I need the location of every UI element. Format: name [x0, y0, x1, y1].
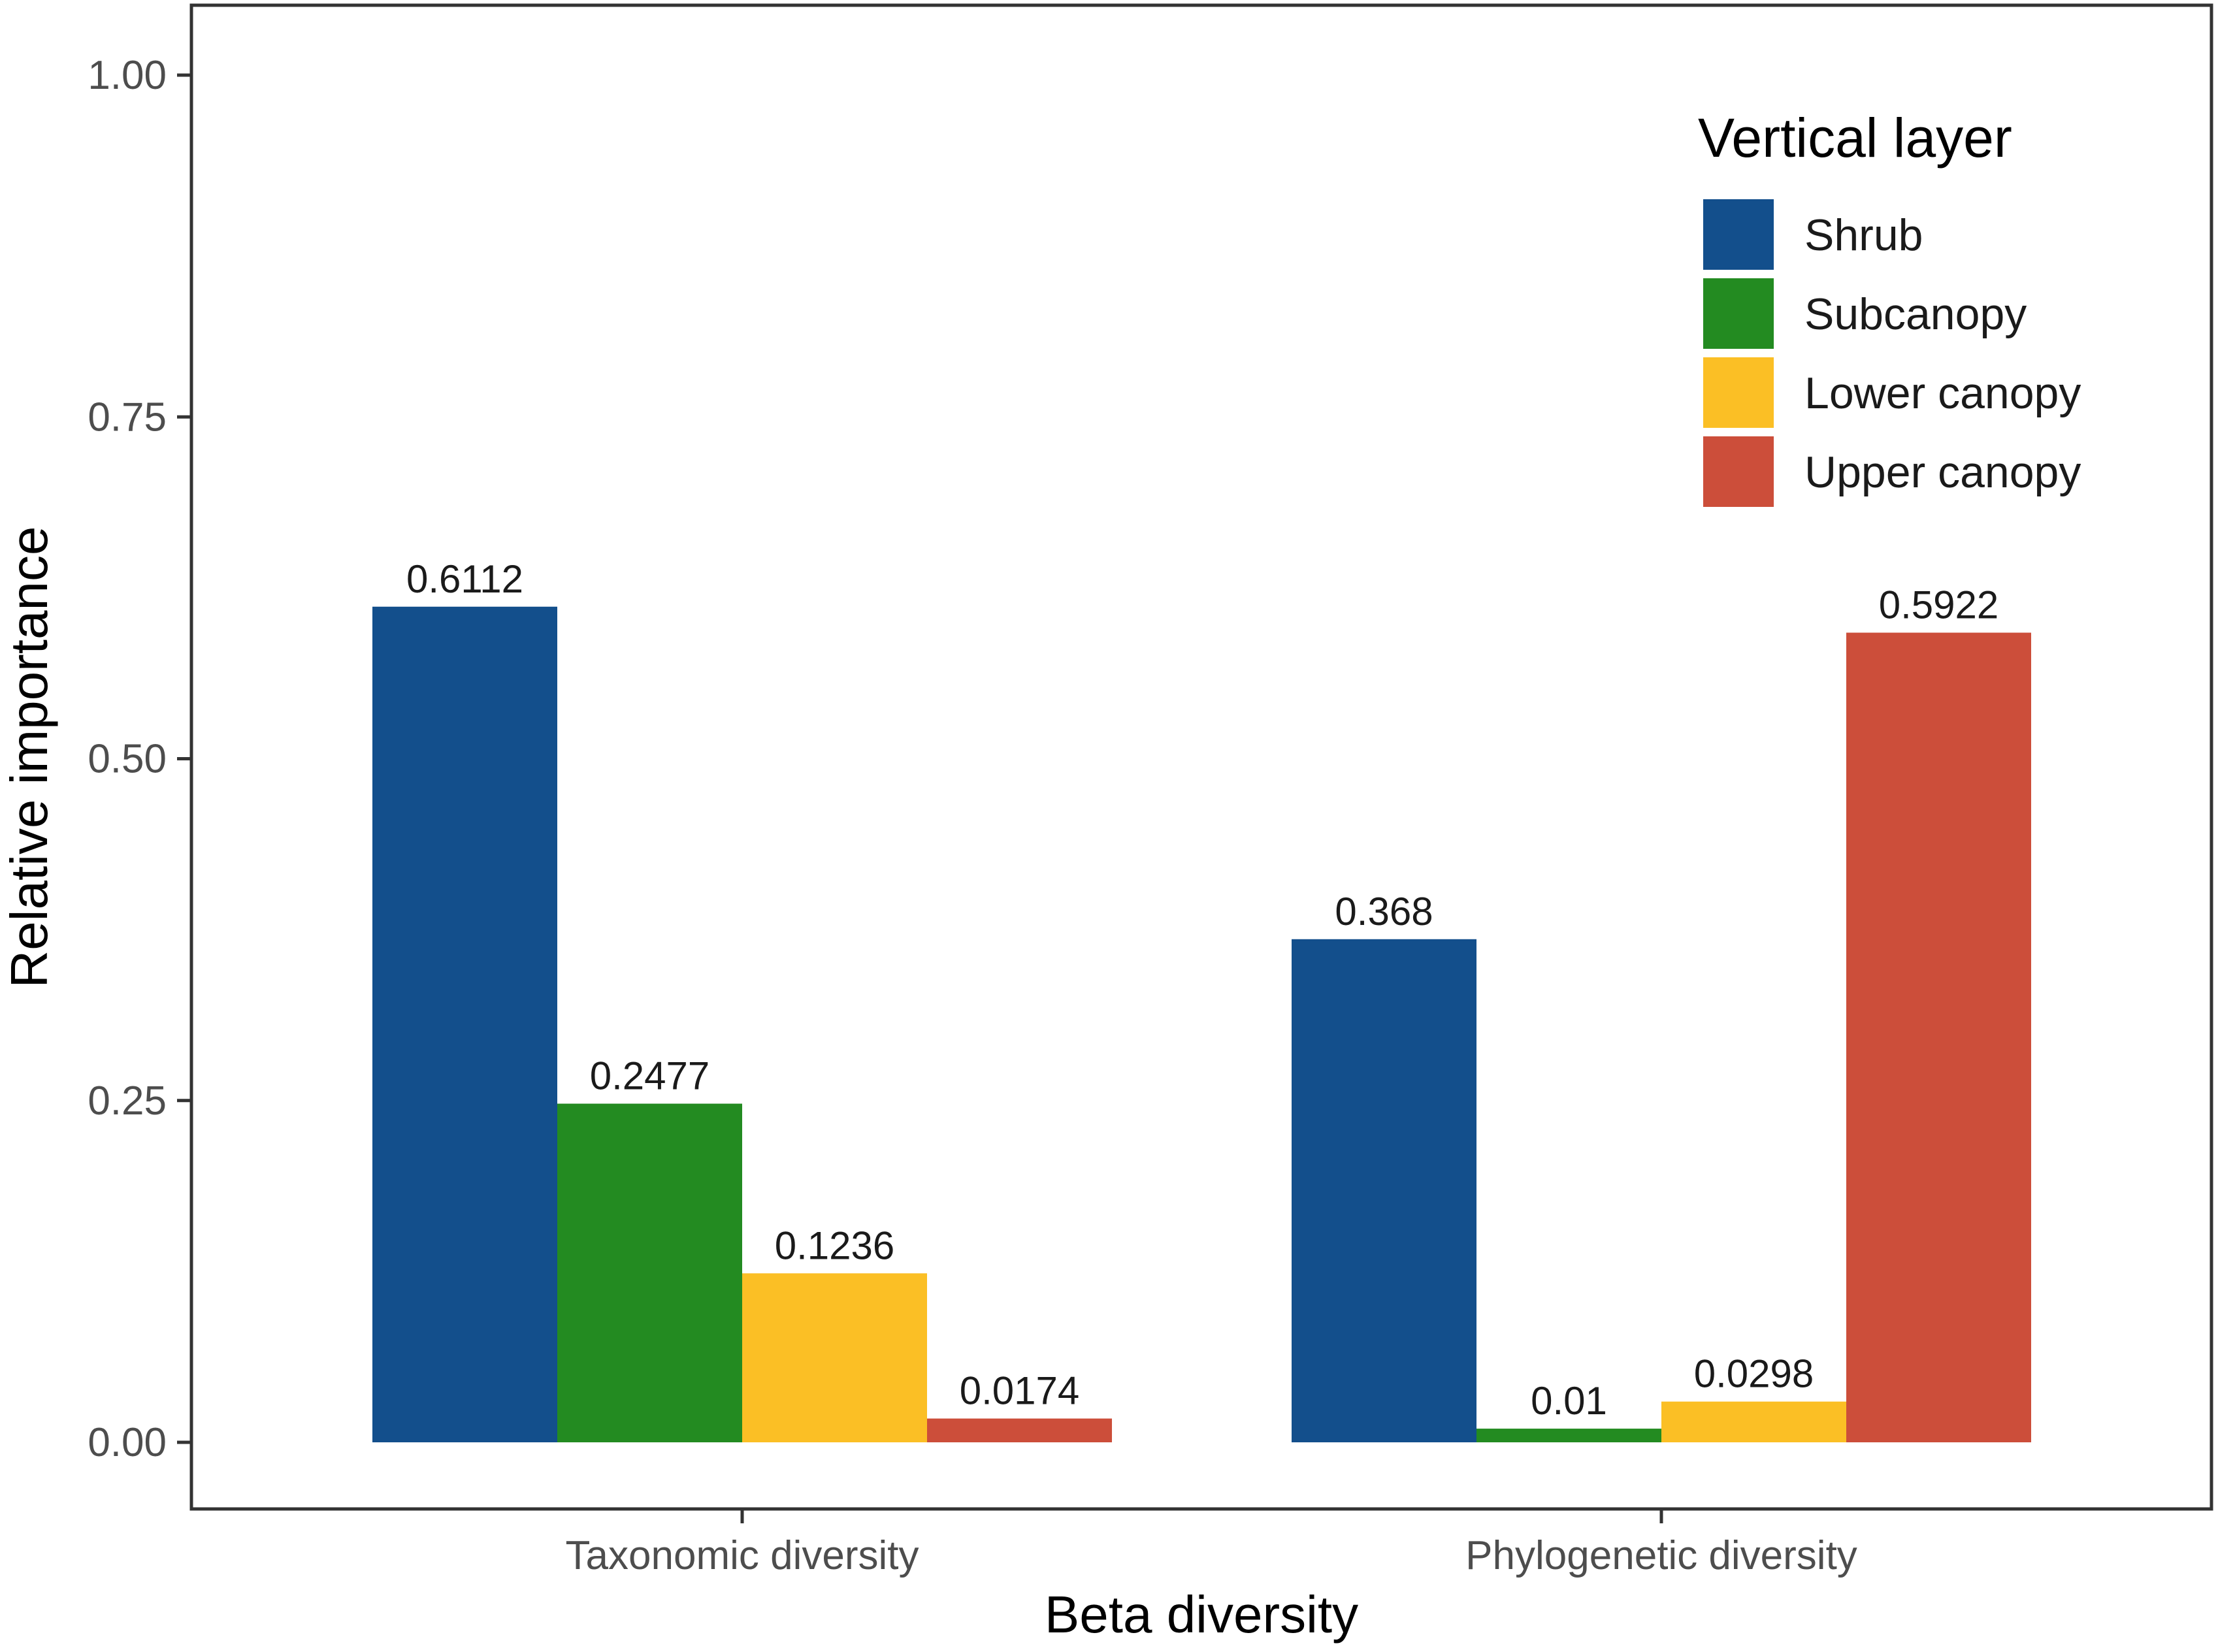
y-tick-label: 0.00	[88, 1420, 167, 1465]
bar-taxonomic-diversity-lower-canopy	[742, 1273, 927, 1442]
data-label-phylogenetic-diversity-lower-canopy: 0.0298	[1694, 1352, 1814, 1396]
legend-key-subcanopy	[1701, 276, 1776, 351]
bar-taxonomic-diversity-shrub	[372, 606, 557, 1442]
y-tick-label: 0.50	[88, 737, 167, 782]
data-label-taxonomic-diversity-lower-canopy: 0.1236	[775, 1223, 895, 1267]
bar-taxonomic-diversity-upper-canopy	[927, 1418, 1112, 1442]
data-label-taxonomic-diversity-upper-canopy: 0.0174	[960, 1369, 1080, 1413]
y-axis-title: Relative importance	[0, 526, 58, 988]
y-tick-label: 0.25	[88, 1078, 167, 1124]
data-labels-layer: 0.6112 0.2477 0.1236 0.0174 0.368 0.01 0.0298 0…	[406, 557, 1998, 1423]
legend-key-lower-canopy	[1701, 355, 1776, 430]
legend-label-subcanopy: Subcanopy	[1804, 289, 2027, 339]
data-label-taxonomic-diversity-subcanopy: 0.2477	[590, 1054, 710, 1098]
bar-phylogenetic-diversity-shrub	[1292, 939, 1476, 1442]
legend-key-upper-canopy	[1701, 434, 1776, 510]
data-label-phylogenetic-diversity-shrub: 0.368	[1335, 890, 1433, 933]
data-label-phylogenetic-diversity-upper-canopy: 0.5922	[1879, 583, 1999, 627]
legend: Vertical layer Shrub Subcanopy Lower canop…	[1698, 107, 2081, 510]
bar-phylogenetic-diversity-upper-canopy	[1846, 632, 2031, 1442]
x-tick-label: Taxonomic diversity	[566, 1533, 919, 1578]
bar-phylogenetic-diversity-lower-canopy	[1661, 1401, 1846, 1442]
data-label-phylogenetic-diversity-subcanopy: 0.01	[1531, 1379, 1607, 1423]
x-tick-label: Phylogenetic diversity	[1465, 1533, 1857, 1578]
legend-label-upper-canopy: Upper canopy	[1804, 447, 2081, 497]
legend-label-shrub: Shrub	[1804, 210, 1923, 260]
legend-title: Vertical layer	[1698, 107, 2012, 169]
legend-label-lower-canopy: Lower canopy	[1804, 368, 2081, 418]
bar-taxonomic-diversity-subcanopy	[557, 1103, 742, 1442]
legend-items: Shrub Subcanopy Lower canopy Upper canopy	[1701, 197, 2081, 510]
data-label-taxonomic-diversity-shrub: 0.6112	[406, 557, 523, 601]
axes-layer: Taxonomic diversity Phylogenetic diversit…	[88, 53, 1857, 1578]
bars-layer	[372, 606, 2031, 1442]
legend-key-shrub	[1701, 197, 1776, 272]
y-tick-label: 0.75	[88, 395, 167, 440]
bar-phylogenetic-diversity-subcanopy	[1476, 1429, 1661, 1442]
x-axis-title: Beta diversity	[1045, 1585, 1358, 1644]
y-tick-label: 1.00	[88, 53, 167, 98]
